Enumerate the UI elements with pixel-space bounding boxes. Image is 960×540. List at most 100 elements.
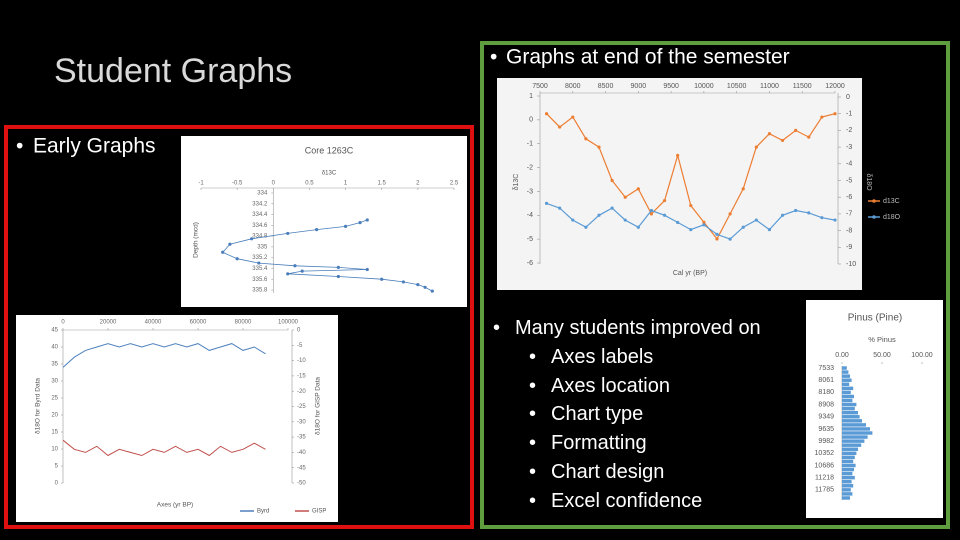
x-tick-label: -1: [198, 181, 204, 187]
y-tick-label: -2: [527, 164, 533, 171]
list-item: Chart design: [490, 458, 761, 487]
bar: [842, 398, 853, 403]
data-point: [571, 115, 575, 119]
data-point: [380, 277, 384, 281]
data-point: [676, 220, 680, 225]
y-tick-label: 10352: [815, 450, 835, 457]
x-tick-label: 10500: [727, 83, 747, 90]
x-axis-label: Cal yr (BP): [673, 270, 707, 277]
y-tick-label: -4: [846, 161, 852, 168]
bar: [842, 463, 856, 468]
bar: [842, 374, 850, 378]
bar: [842, 459, 854, 464]
data-point: [636, 225, 640, 229]
y-tick-label: -1: [846, 111, 852, 118]
bar: [842, 484, 854, 488]
data-line: [62, 343, 266, 368]
data-point: [754, 145, 758, 149]
x-tick-label: 1: [344, 181, 348, 187]
y-tick-label: -20: [297, 389, 306, 395]
y-tick-label: 15: [51, 430, 58, 436]
bar: [842, 423, 866, 427]
x-tick-label: 9000: [631, 83, 647, 90]
y-tick-label: -6: [527, 260, 533, 267]
data-point: [610, 206, 614, 210]
x-tick-label: 1.5: [378, 181, 387, 187]
y-tick-label: 334.6: [252, 223, 268, 229]
data-point: [728, 237, 732, 241]
data-point: [336, 274, 340, 279]
y-tick-label: 0: [55, 481, 59, 487]
bar: [842, 386, 854, 391]
data-point: [833, 112, 837, 116]
x-tick-label: 2.5: [450, 181, 459, 187]
x-tick-label: 20000: [100, 320, 117, 326]
y2-axis-label: δ18O: [865, 173, 872, 191]
data-point: [767, 228, 772, 232]
data-point: [544, 201, 549, 205]
data-point: [636, 187, 640, 191]
y-tick-label: 7533: [818, 365, 834, 372]
bar: [842, 394, 854, 399]
bar: [842, 439, 865, 443]
y-tick-label: 0: [529, 117, 533, 124]
chart-image: [806, 300, 943, 518]
data-point: [780, 138, 785, 143]
bar: [842, 496, 850, 500]
y-tick-label: 10686: [815, 462, 835, 469]
y-tick-label: 9982: [818, 438, 834, 445]
early-frame: [4, 125, 474, 529]
data-point: [293, 264, 297, 268]
data-point: [365, 218, 369, 222]
final-heading: Graphs at end of the semester: [506, 46, 790, 69]
x-tick-label: 0: [61, 320, 65, 326]
data-point: [300, 269, 304, 273]
slide-title: Student Graphs: [54, 52, 292, 90]
y-tick-label: -4: [527, 212, 533, 219]
y-tick-label: 334.4: [252, 212, 268, 218]
data-point: [286, 272, 290, 276]
list-item: Axes labels: [490, 343, 761, 372]
data-point: [767, 132, 772, 136]
data-point: [820, 216, 824, 220]
y-tick-label: 11218: [815, 475, 834, 482]
y-tick-label: 335: [257, 244, 268, 250]
data-point: [343, 224, 348, 229]
data-point: [794, 128, 798, 132]
data-point: [662, 198, 667, 203]
bar: [842, 427, 870, 431]
y-tick-label: 20: [51, 413, 58, 419]
x-tick-label: 10000: [694, 83, 714, 90]
data-point: [221, 250, 225, 254]
y-tick-label: -25: [297, 404, 306, 410]
y-tick-label: 334.8: [252, 234, 268, 240]
data-point: [558, 125, 562, 129]
data-point: [833, 218, 837, 222]
y-tick-label: 11785: [815, 487, 834, 494]
y-tick-label: -5: [846, 177, 852, 184]
final-heading-bullet: •: [490, 46, 497, 69]
x-tick-label: 11500: [793, 83, 812, 90]
y-tick-label: -1: [527, 141, 533, 148]
x-tick-label: 100.00: [911, 352, 933, 359]
y-tick-label: 5: [55, 464, 59, 470]
list-item: Axes location: [490, 372, 761, 401]
list-item: Formatting: [490, 429, 761, 458]
y-tick-label: -3: [846, 144, 852, 151]
data-point: [728, 212, 732, 216]
bar: [842, 471, 853, 476]
y-tick-label: 8061: [818, 377, 834, 384]
bar: [842, 415, 860, 419]
data-point: [584, 225, 588, 229]
bar: [842, 435, 868, 439]
data-point: [257, 261, 261, 265]
y-tick-label: -50: [297, 481, 306, 487]
chart-title: Pinus (Pine): [848, 313, 902, 324]
y-tick-label: -7: [846, 211, 852, 218]
data-point: [610, 178, 614, 183]
x-tick-label: 8500: [598, 83, 614, 90]
y-tick-label: -10: [846, 261, 856, 268]
y-tick-label: -3: [527, 188, 533, 195]
bar: [842, 492, 853, 496]
data-point: [649, 208, 654, 213]
